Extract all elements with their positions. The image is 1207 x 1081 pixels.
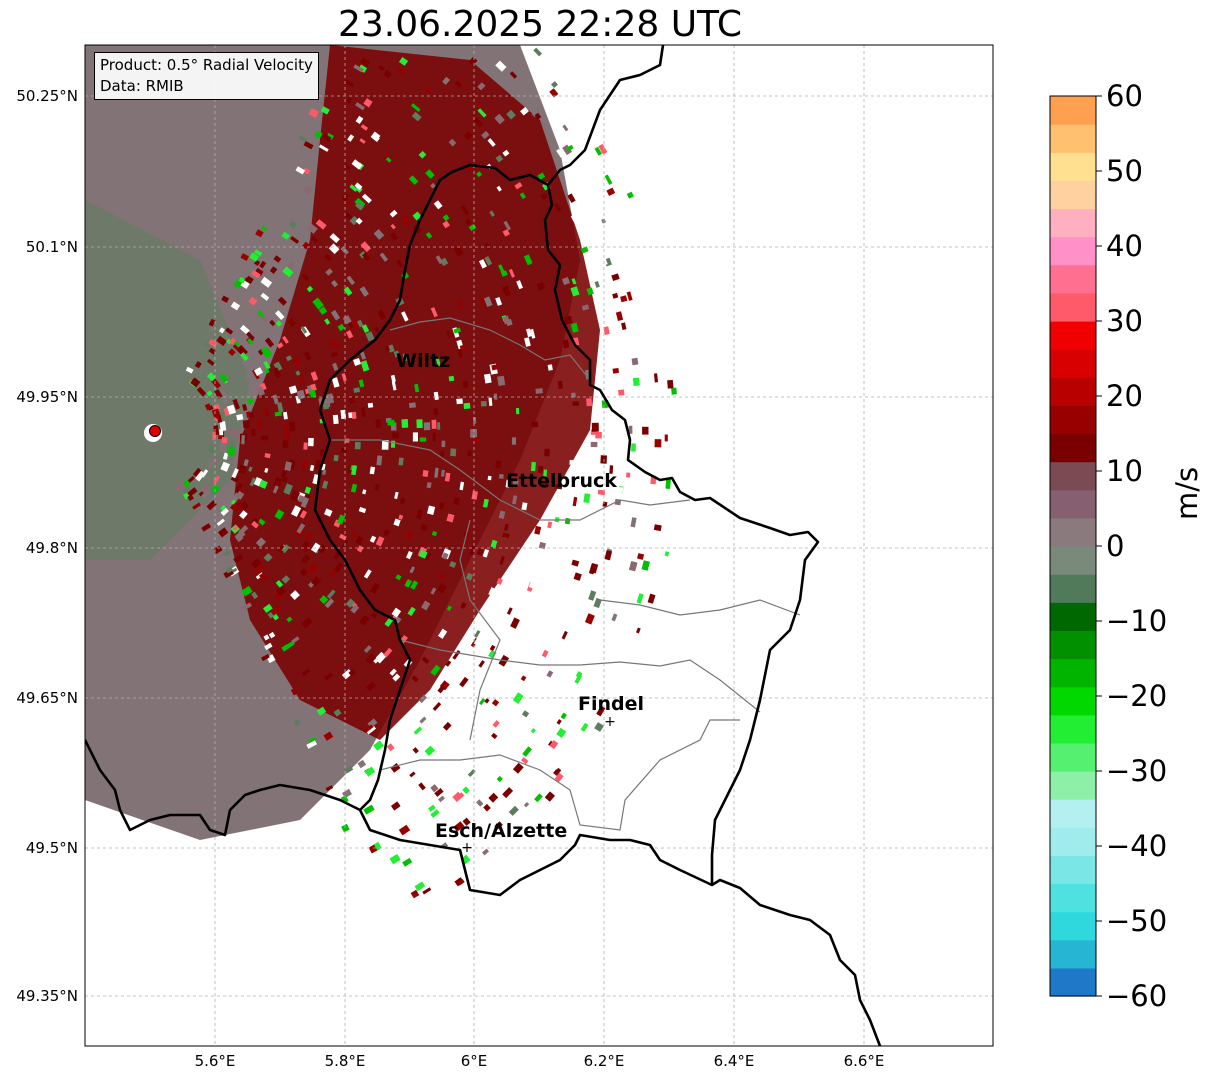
colorbar-segment — [1050, 602, 1096, 631]
border-north-east — [546, 45, 665, 186]
echo-maroon-region — [230, 45, 600, 740]
district-border-west — [459, 519, 501, 741]
colorbar-segment — [1050, 461, 1096, 491]
colorbar-segment — [1050, 827, 1096, 856]
district-border-north — [389, 317, 591, 381]
colorbar-segment — [1050, 714, 1096, 744]
colorbar-unit-label: m/s — [1170, 466, 1204, 520]
echo-scatter — [175, 47, 677, 910]
colorbar-segment — [1050, 630, 1096, 660]
lon-tick-label: 6°E — [461, 1052, 488, 1070]
lat-tick-label: 50.1°N — [26, 238, 78, 256]
border-south — [358, 809, 882, 1046]
border-west — [85, 170, 453, 837]
lat-tick-label: 49.8°N — [26, 539, 78, 557]
lat-tick-label: 49.35°N — [16, 987, 78, 1005]
product-label: Product: 0.5° Radial Velocity — [100, 56, 313, 74]
city-label-findel: Findel — [578, 693, 645, 715]
colorbar-segment — [1050, 546, 1096, 575]
findel-marker: + — [604, 714, 616, 730]
colorbar-segment — [1050, 236, 1096, 266]
lat-tick-label: 50.25°N — [16, 87, 78, 105]
colorbar-segment — [1050, 208, 1096, 238]
colorbar-segment — [1050, 433, 1096, 463]
colorbar-tick-label: 60 — [1106, 80, 1143, 113]
district-border-east — [599, 599, 801, 616]
lat-tick-label: 49.65°N — [16, 689, 78, 707]
product-info-box: Product: 0.5° Radial Velocity Data: RMIB — [94, 52, 319, 100]
colorbar-tick-label: 50 — [1106, 154, 1143, 188]
lat-tick-label: 49.95°N — [16, 388, 78, 406]
colorbar-segment — [1050, 855, 1096, 885]
colorbar-segment — [1050, 939, 1096, 969]
colorbar-segment — [1050, 883, 1096, 913]
radar-site-marker — [149, 425, 161, 437]
colorbar-tick-label: 20 — [1106, 379, 1143, 413]
colorbar-tick-label: 40 — [1106, 229, 1143, 263]
colorbar-segment — [1050, 574, 1096, 603]
colorbar-segment — [1050, 799, 1096, 828]
colorbar-segment — [1050, 967, 1096, 997]
colorbar-tick-label: −30 — [1106, 754, 1167, 788]
colorbar-tick-label: −40 — [1106, 829, 1167, 863]
colorbar-segment — [1050, 180, 1096, 210]
colorbar-tick-label: 10 — [1106, 454, 1143, 488]
colorbar-segment — [1050, 405, 1096, 435]
echo-green-inner — [85, 200, 250, 560]
district-border-south — [379, 719, 740, 831]
lon-tick-label: 6.2°E — [584, 1052, 625, 1070]
colorbar-tick-label: 0 — [1106, 529, 1124, 563]
colorbar-segment — [1050, 124, 1096, 153]
colorbar-segment — [1050, 911, 1096, 941]
esch-marker: + — [461, 840, 473, 856]
border-belgium-luxembourg — [451, 163, 820, 885]
colorbar-segment — [1050, 321, 1096, 350]
lat-tick-label: 49.5°N — [26, 839, 78, 857]
colorbar-segment — [1050, 686, 1096, 716]
colorbar-segment — [1050, 489, 1096, 519]
plot-frame — [84, 44, 994, 1047]
colorbar-segment — [1050, 658, 1096, 688]
lon-tick-label: 6.6°E — [844, 1052, 885, 1070]
colorbar-segment — [1050, 517, 1096, 547]
map-title: 23.06.2025 22:28 UTC — [337, 4, 743, 45]
colorbar-tick-label: −10 — [1106, 604, 1167, 638]
lon-tick-label: 5.8°E — [325, 1052, 366, 1070]
city-label-wiltz: Wiltz — [396, 350, 451, 372]
city-label-ettelbruck: Ettelbruck — [506, 470, 617, 492]
colorbar-tick-label: −20 — [1106, 679, 1167, 713]
colorbar-segment — [1050, 152, 1096, 181]
colorbar-tick-label: −50 — [1106, 904, 1167, 938]
colorbar-segment — [1050, 771, 1096, 800]
colorbar-segment — [1050, 96, 1096, 125]
colorbar-segment — [1050, 742, 1096, 772]
colorbar-segment — [1050, 264, 1096, 294]
colorbar-tick-label: −60 — [1106, 979, 1167, 1013]
colorbar-segment — [1050, 349, 1096, 378]
district-border-center — [399, 639, 761, 713]
city-label-esch: Esch/Alzette — [435, 820, 568, 842]
lon-tick-label: 5.6°E — [195, 1052, 236, 1070]
colorbar-segment — [1050, 292, 1096, 322]
colorbar-segment — [1050, 377, 1096, 406]
data-source-label: Data: RMIB — [100, 77, 184, 95]
colorbar: 60 50 40 30 20 10 0 −10 −20 −30 −40 −50 −60 — [1049, 80, 1167, 1013]
lon-tick-label: 6.4°E — [714, 1052, 755, 1070]
colorbar-tick-label: 30 — [1106, 304, 1143, 338]
district-border-mid — [330, 439, 691, 521]
